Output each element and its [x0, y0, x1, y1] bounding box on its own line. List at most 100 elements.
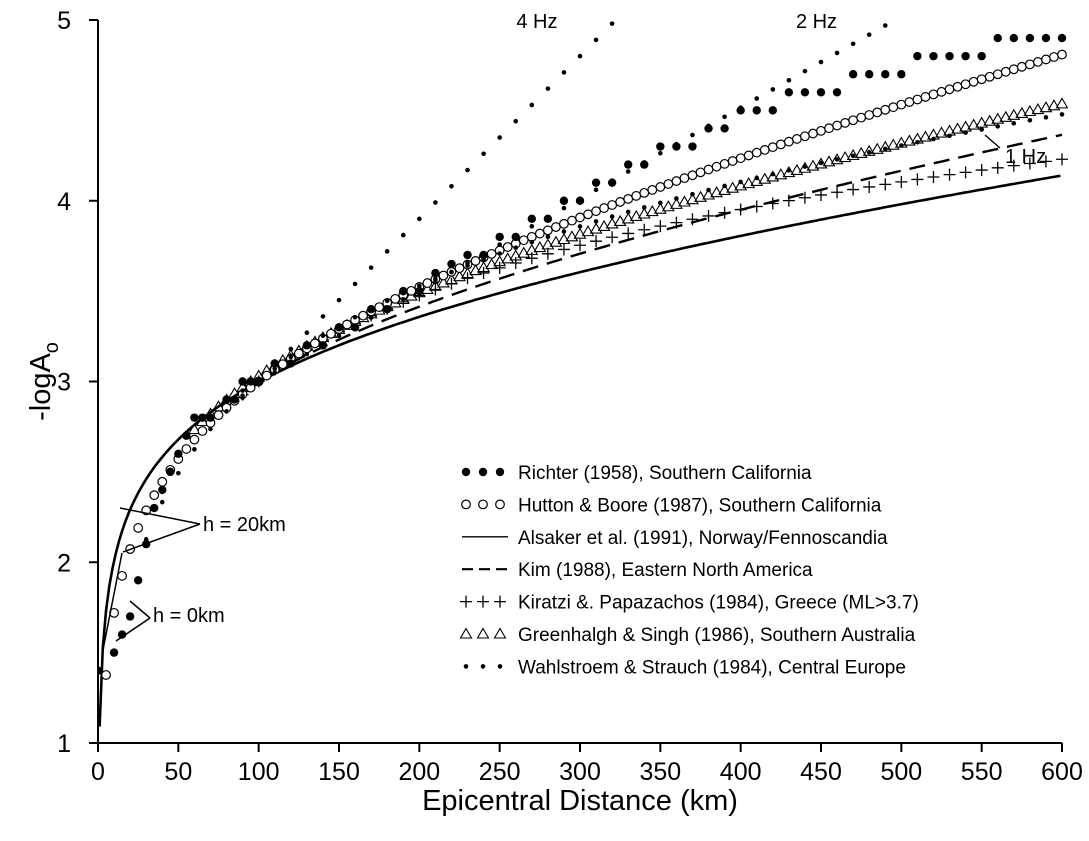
data-point [711, 161, 722, 172]
legend-symbol [459, 627, 507, 639]
data-point [815, 188, 827, 201]
y-tick-label: 4 [57, 188, 71, 216]
data-point [481, 257, 486, 262]
data-point [832, 88, 842, 97]
data-point [702, 209, 715, 222]
data-point [943, 168, 956, 181]
data-point [288, 354, 294, 360]
data-point [754, 96, 760, 101]
data-point [831, 186, 844, 199]
data-point [706, 187, 711, 193]
legend-marker [459, 627, 473, 639]
data-point [288, 346, 294, 352]
data-point [497, 242, 502, 247]
data-point [1057, 33, 1067, 43]
data-point [816, 88, 826, 97]
legend-marker [478, 499, 488, 510]
data-point [454, 263, 465, 274]
data-point [336, 333, 342, 339]
data-point [806, 159, 820, 171]
data-point [449, 183, 454, 189]
x-tick-label: 400 [720, 758, 762, 786]
data-point [159, 499, 165, 505]
data-point [782, 194, 795, 207]
data-point [206, 413, 215, 422]
data-point [238, 377, 247, 386]
data-point [497, 251, 502, 256]
data-point [133, 576, 143, 585]
data-point [703, 164, 714, 175]
data-point [770, 87, 776, 92]
data-point [1055, 97, 1068, 109]
data-point [400, 232, 406, 238]
data-point [384, 306, 390, 311]
y-axis-title: -logAo [25, 342, 63, 421]
data-point [599, 203, 609, 213]
data-point [449, 269, 454, 275]
data-point [637, 207, 651, 219]
data-point [992, 69, 1003, 80]
data-point [557, 243, 570, 256]
data-point [481, 151, 486, 157]
legend-label-3: Kim (1988), Eastern North America [518, 560, 813, 581]
data-point [374, 302, 385, 313]
annotation-h0-leader [101, 552, 151, 656]
data-point [834, 50, 840, 56]
data-point [1008, 64, 1019, 75]
annotation-h0: h = 0km [153, 605, 225, 627]
data-point [856, 112, 867, 123]
data-point [1009, 33, 1018, 43]
data-point [899, 143, 904, 148]
data-point [125, 612, 135, 621]
data-point [304, 343, 310, 349]
data-point [117, 630, 127, 639]
data-point [1011, 121, 1017, 126]
data-point [694, 190, 707, 202]
data-point [802, 68, 808, 74]
data-point [293, 348, 304, 359]
y-tick-label: 2 [57, 549, 71, 577]
data-point [702, 188, 715, 200]
data-point [792, 134, 802, 144]
data-point [358, 310, 369, 321]
data-point [422, 278, 433, 288]
data-point [461, 272, 474, 285]
data-point [929, 51, 938, 61]
x-tick-label: 300 [559, 758, 601, 786]
data-point [931, 136, 936, 142]
data-point [574, 239, 586, 252]
data-point [722, 114, 727, 120]
data-point [352, 281, 358, 287]
legend-symbol [463, 664, 503, 669]
data-point [176, 470, 181, 476]
data-point [542, 225, 553, 236]
data-point [653, 202, 667, 214]
data-point [1031, 102, 1045, 115]
data-point [935, 126, 948, 138]
data-point [671, 176, 682, 186]
data-point [936, 86, 947, 97]
data-point [677, 195, 691, 207]
data-point [463, 250, 472, 260]
data-point [431, 268, 440, 278]
data-point [320, 314, 326, 319]
data-point [977, 51, 986, 61]
data-point [738, 179, 743, 185]
data-point [848, 115, 859, 126]
data-point [645, 204, 659, 217]
data-point [485, 258, 499, 270]
data-point [808, 128, 818, 139]
data-point [1041, 54, 1051, 65]
data-point [149, 490, 160, 501]
data-point [967, 118, 981, 130]
data-point [818, 59, 824, 65]
data-point [625, 209, 631, 215]
x-tick-label: 350 [639, 758, 681, 786]
data-point [655, 182, 666, 192]
data-point [1056, 153, 1068, 166]
data-point [783, 136, 794, 147]
data-point [481, 251, 486, 257]
x-tick-label: 50 [164, 758, 192, 786]
data-point [750, 200, 763, 213]
data-point [581, 225, 595, 237]
